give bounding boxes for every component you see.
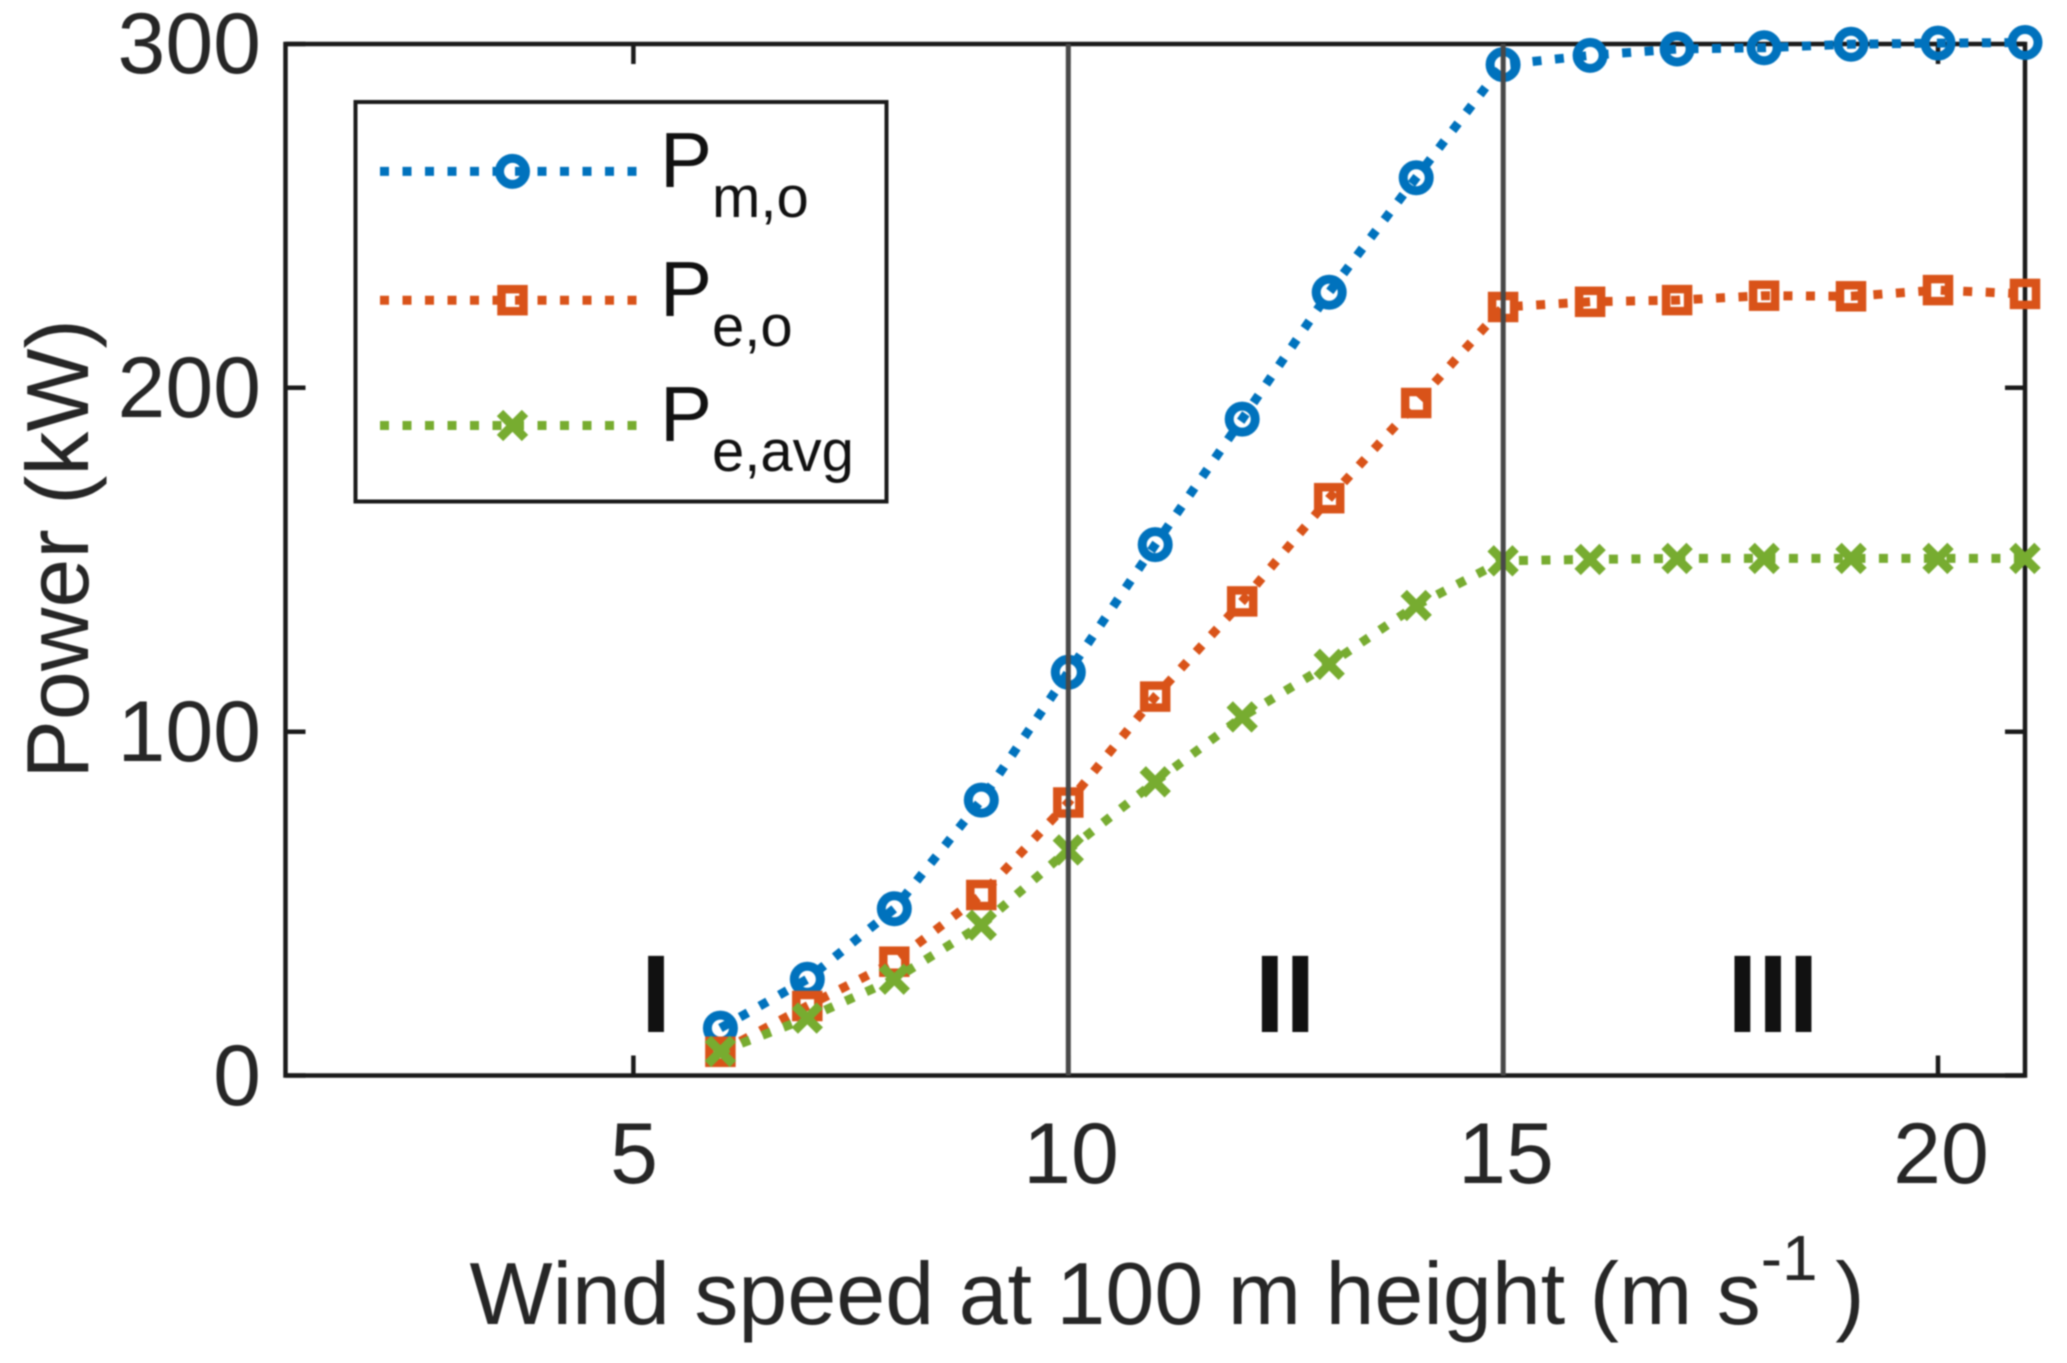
svg-text:100: 100 (118, 684, 262, 780)
svg-text:15: 15 (1458, 1106, 1554, 1202)
svg-text:200: 200 (118, 340, 262, 436)
svg-text:Power (kW): Power (kW) (8, 319, 107, 779)
svg-text:I: I (641, 933, 672, 1056)
svg-text:20: 20 (1893, 1106, 1989, 1202)
svg-text:5: 5 (610, 1106, 658, 1202)
svg-text:300: 300 (118, 0, 262, 92)
svg-text:10: 10 (1023, 1106, 1119, 1202)
svg-text:0: 0 (213, 1028, 261, 1124)
svg-text:II: II (1254, 933, 1315, 1056)
svg-text:III: III (1727, 933, 1819, 1056)
